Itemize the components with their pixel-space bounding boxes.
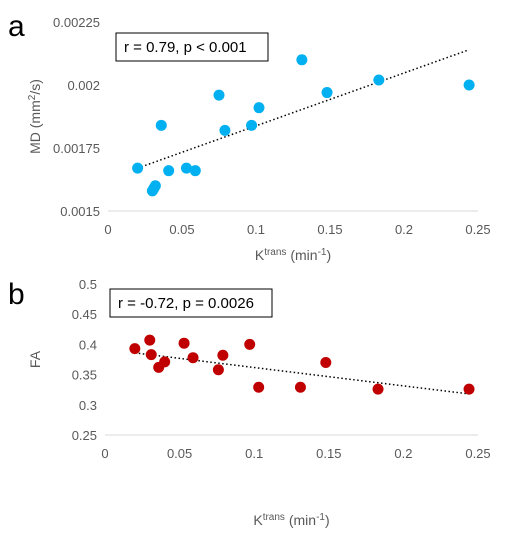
data-point xyxy=(463,79,475,91)
data-point xyxy=(244,338,256,350)
y-tick-label: 0.35 xyxy=(72,368,97,383)
data-point xyxy=(246,119,258,131)
data-point xyxy=(212,364,224,376)
y-tick-label: 0.00225 xyxy=(53,15,100,30)
x-tick-label: 0.05 xyxy=(169,222,194,237)
chart-panel-b: b 0 0.05 0.1 0.15 0.2 0.25 0.25 0.3 0.35 0.4 0.45 0… xyxy=(0,272,511,539)
annotation-text: r = -0.72, p = 0.0026 xyxy=(118,295,254,312)
x-tick-label: 0 xyxy=(104,222,111,237)
trendline xyxy=(137,49,470,169)
data-point xyxy=(253,102,265,114)
annotation-text: r = 0.79, p < 0.001 xyxy=(124,39,247,56)
annotation-box xyxy=(115,32,269,62)
y-axis-title: FA xyxy=(27,350,43,368)
x-tick-label: 0.25 xyxy=(465,222,490,237)
annotation-box xyxy=(109,288,273,318)
data-point xyxy=(144,334,156,346)
y-tick-label: 0.5 xyxy=(79,277,97,292)
data-point xyxy=(163,165,175,177)
x-axis-title: Ktrans (min-1) xyxy=(255,247,331,263)
data-point xyxy=(296,54,308,66)
x-tick-label: 0.25 xyxy=(465,446,490,461)
y-axis-title: MD (mm2/s) xyxy=(27,79,43,154)
data-point xyxy=(253,381,265,393)
data-point xyxy=(178,337,190,349)
data-point xyxy=(149,180,161,192)
data-point xyxy=(321,87,333,99)
data-point xyxy=(180,162,192,174)
chart-panel-a: a 0 0.05 0.1 0.15 0.2 0.25 0.0015 0.00175 0.002 0… xyxy=(8,10,491,263)
x-tick-label: 0.1 xyxy=(245,446,263,461)
data-point xyxy=(132,162,144,174)
data-point xyxy=(217,349,229,361)
data-point xyxy=(159,356,171,368)
data-point xyxy=(189,165,201,177)
x-tick-label: 0.2 xyxy=(395,222,413,237)
data-point xyxy=(372,383,384,395)
panel-label-b: b xyxy=(8,278,25,311)
x-tick-label: 0.2 xyxy=(394,446,412,461)
data-point xyxy=(373,74,385,86)
y-tick-label: 0.4 xyxy=(79,337,97,352)
data-point xyxy=(187,352,199,364)
y-tick-label: 0.002 xyxy=(67,78,100,93)
y-tick-label: 0.25 xyxy=(72,428,97,443)
x-tick-label: 0.05 xyxy=(167,446,192,461)
scatter-chart-md: 0 0.05 0.1 0.15 0.2 0.25 0.0015 0.00175 0.002 0.0… xyxy=(27,15,491,263)
data-point xyxy=(463,383,475,395)
data-point xyxy=(213,89,225,101)
scatter-chart-fa: 0 0.05 0.1 0.15 0.2 0.25 0.25 0.3 0.35 0.4 0.45 0.5… xyxy=(27,277,491,528)
data-point xyxy=(320,357,332,369)
x-tick-label: 0.15 xyxy=(317,222,342,237)
data-point xyxy=(294,381,306,393)
y-tick-label: 0.3 xyxy=(79,398,97,413)
panel-label-a: a xyxy=(8,10,25,43)
x-axis-title: Ktrans (min-1) xyxy=(253,512,329,528)
y-tick-label: 0.00175 xyxy=(53,141,100,156)
x-tick-label: 0 xyxy=(101,446,108,461)
y-tick-label: 0.45 xyxy=(72,307,97,322)
data-point xyxy=(155,119,167,131)
data-point xyxy=(145,349,157,361)
data-point xyxy=(129,343,141,355)
data-point xyxy=(219,124,231,136)
x-tick-label: 0.1 xyxy=(247,222,265,237)
x-tick-label: 0.15 xyxy=(316,446,341,461)
y-tick-label: 0.0015 xyxy=(60,204,100,219)
